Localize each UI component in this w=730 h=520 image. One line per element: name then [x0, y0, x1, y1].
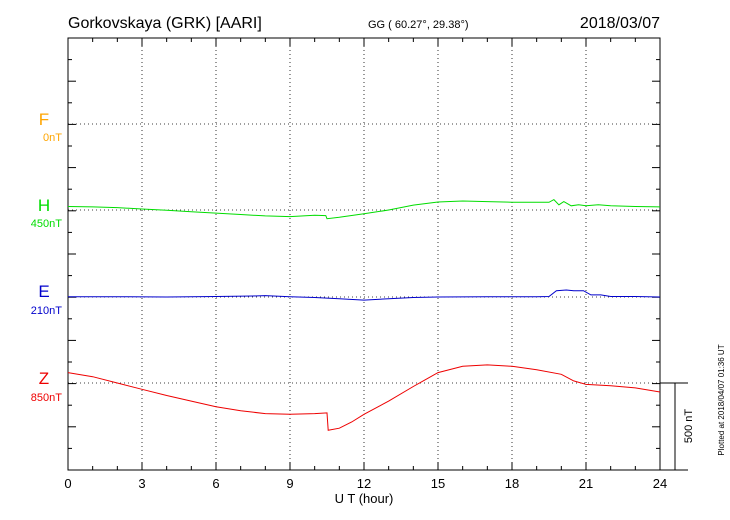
channel-label-e: E — [38, 282, 49, 301]
series-line-e — [68, 289, 661, 301]
scale-bar-label: 500 nT — [683, 409, 695, 444]
x-axis-label: U T (hour) — [335, 491, 394, 506]
channel-label-f: F — [39, 110, 49, 129]
x-tick-labels: 0 3 6 9 12 15 18 21 24 — [64, 476, 667, 491]
series-line-z — [67, 364, 661, 431]
coordinates-label: GG ( 60.27°, 29.38°) — [368, 19, 469, 31]
x-tick-label: 21 — [579, 476, 593, 491]
baseline-label-h: 450nT — [31, 218, 62, 230]
axis-ticks — [67, 37, 661, 471]
station-title: Gorkovskaya (GRK) [AARI] — [68, 15, 262, 32]
x-tick-label: 3 — [138, 476, 145, 491]
x-tick-label: 0 — [64, 476, 71, 491]
channel-label-h: H — [38, 196, 50, 215]
x-tick-label: 9 — [286, 476, 293, 491]
x-tick-label: 12 — [357, 476, 371, 491]
baseline-label-e: 210nT — [31, 305, 62, 317]
x-tick-label: 15 — [431, 476, 445, 491]
baseline-label-z: 850nT — [31, 392, 62, 404]
series-line-h — [67, 198, 661, 220]
scale-bar — [660, 382, 688, 471]
grid-lines — [68, 38, 660, 470]
channel-label-z: Z — [39, 369, 49, 388]
baseline-label-f: 0nT — [43, 132, 62, 144]
plotted-at-note: Plotted at 2018/04/07 01:36 UT — [717, 344, 726, 455]
x-tick-label: 24 — [653, 476, 667, 491]
x-tick-label: 6 — [212, 476, 219, 491]
date-label: 2018/03/07 — [580, 15, 660, 32]
x-tick-label: 18 — [505, 476, 519, 491]
